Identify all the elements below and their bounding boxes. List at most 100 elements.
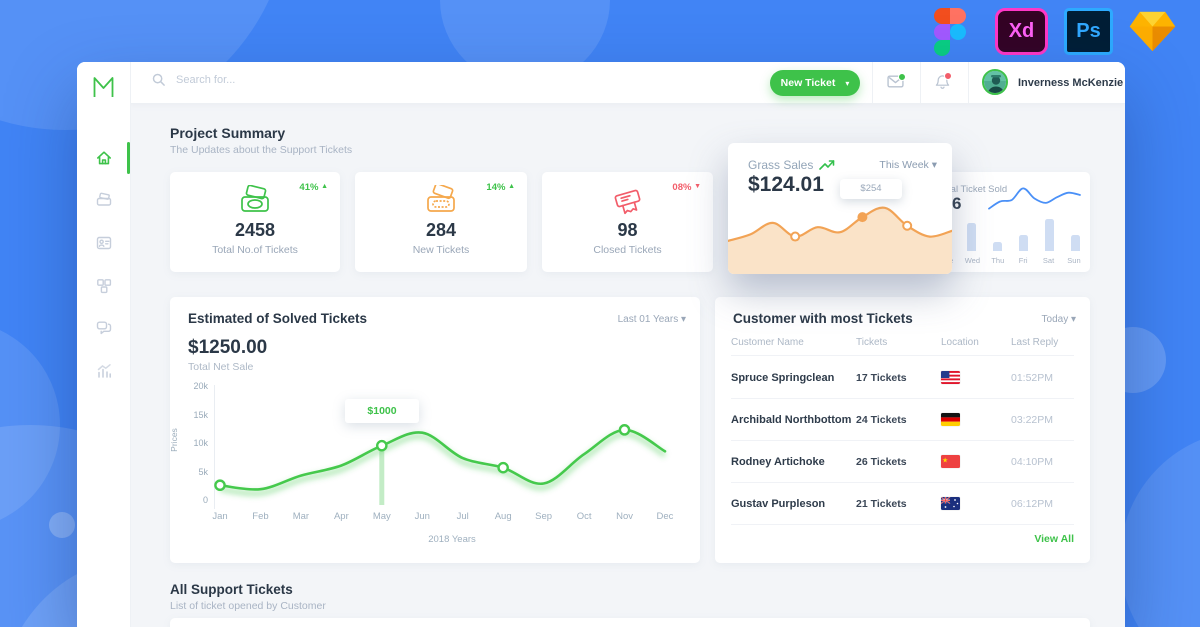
ticket-printer-icon: [542, 185, 713, 219]
view-all-link[interactable]: View All: [1034, 533, 1074, 545]
avatar-image: [984, 71, 1006, 93]
app-logo: [93, 77, 114, 97]
delta-badge: 14% ▲: [486, 182, 515, 193]
tickets-icon: [355, 182, 527, 219]
search-icon: [152, 73, 165, 86]
grass-sales-area-chart: [728, 206, 952, 274]
search-input[interactable]: [174, 73, 378, 87]
delta-value: 14%: [486, 182, 506, 193]
customer-name: Spruce Springclean: [731, 371, 835, 384]
column-header: Tickets: [856, 337, 888, 348]
topbar-divider: [920, 62, 921, 103]
table-header: Customer Name Tickets Location Last Repl…: [731, 337, 1074, 348]
x-tick: Sep: [535, 511, 553, 522]
last-reply-time: 01:52PM: [1011, 371, 1054, 384]
chart-tooltip: $254: [840, 179, 902, 199]
bg-circle: [49, 512, 75, 538]
y-tick: 15k: [193, 409, 208, 420]
chevron-down-icon: ▾: [845, 78, 850, 88]
x-tick: Jun: [414, 511, 430, 522]
last-reply-time: 06:12PM: [1011, 497, 1054, 510]
ticket-sold-value: 6: [952, 194, 962, 213]
ticket-sold-day-labels: TueWedThuFriSatSun: [939, 256, 1082, 265]
day-label: Sat: [1042, 256, 1055, 265]
y-tick: 5k: [198, 466, 208, 477]
grass-sales-card: Grass Sales This Week ▾ $124.01 $254: [728, 143, 952, 274]
day-label: Sun: [1067, 256, 1081, 265]
sidebar-item-messages[interactable]: [96, 320, 112, 336]
stat-label: Closed Tickets: [593, 244, 662, 256]
x-tick: Jul: [456, 511, 469, 522]
ticket-icon: [96, 192, 112, 206]
new-ticket-button[interactable]: New Ticket ▾: [770, 70, 860, 96]
mail-button[interactable]: [887, 73, 906, 92]
last-year-dropdown[interactable]: Last 01 Years ▾: [617, 314, 686, 325]
day-label: Wed: [964, 256, 981, 265]
table-row[interactable]: Rodney Artichoke 26 Tickets 04:10PM: [731, 441, 1074, 483]
sidebar-item-modules[interactable]: [96, 278, 112, 294]
divider: [731, 355, 1074, 356]
modules-grid-icon: [97, 279, 112, 294]
sidebar-item-tickets[interactable]: [96, 192, 112, 208]
table-row[interactable]: Gustav Purpleson 21 Tickets 06:12PM: [731, 483, 1074, 525]
sidebar-item-reports[interactable]: [96, 363, 112, 379]
x-axis-ticks: Jan Feb Mar Apr May Jun Jul Aug Sep Oct Nov Dec: [200, 511, 685, 522]
section-subtitle: List of ticket opened by Customer: [170, 600, 326, 612]
bg-circle: [1120, 430, 1200, 627]
this-week-dropdown[interactable]: This Week ▾: [879, 159, 937, 171]
design-tool-logos: Xd Ps: [0, 0, 1200, 70]
total-net-sale-caption: Total Net Sale: [188, 361, 254, 373]
sidebar-item-customers[interactable]: [96, 235, 112, 251]
xd-label: Xd: [1008, 20, 1035, 42]
customer-tickets: 21 Tickets: [856, 497, 907, 510]
y-tick: 20k: [193, 381, 208, 391]
user-name[interactable]: Inverness McKenzie: [1018, 77, 1124, 89]
arrow-up-icon: ▲: [321, 183, 328, 190]
sketch-logo-icon: [1129, 11, 1176, 52]
y-axis-line: [214, 385, 215, 509]
chart-tooltip: $1000: [345, 399, 419, 423]
delta-value: 08%: [672, 182, 692, 193]
all-support-tickets-header: All Support Tickets List of ticket opene…: [170, 582, 326, 612]
section-title: All Support Tickets: [170, 582, 293, 597]
stat-card-total-tickets: 41% ▲ 2458 Total No.of Tickets: [170, 172, 340, 272]
ticket-sold-bars: [941, 217, 1080, 251]
arrow-down-icon: ▼: [694, 183, 701, 190]
solved-tickets-line-chart: [214, 424, 667, 505]
topbar-divider: [872, 62, 873, 103]
user-avatar[interactable]: [982, 69, 1008, 95]
table-row[interactable]: Spruce Springclean 17 Tickets 01:52PM: [731, 357, 1074, 399]
x-axis-label: 2018 Years: [428, 534, 476, 545]
flag-germany-icon: [941, 413, 1011, 426]
flag-australia-icon: [941, 497, 1011, 510]
search: [152, 73, 378, 87]
photoshop-logo-icon: Ps: [1064, 8, 1113, 55]
x-tick: Oct: [576, 511, 592, 522]
notifications-button[interactable]: [935, 72, 952, 91]
topbar: New Ticket ▾ Inverness McKen: [130, 62, 1125, 104]
y-tick: 0: [202, 495, 208, 505]
x-tick: Dec: [656, 511, 674, 522]
today-dropdown[interactable]: Today ▾: [1041, 314, 1076, 325]
stat-value: 284: [425, 220, 457, 240]
x-tick: Aug: [494, 511, 512, 522]
support-tickets-table-panel: [170, 618, 1090, 627]
page-subtitle: The Updates about the Support Tickets: [170, 144, 353, 156]
table-row[interactable]: Archibald Northbottom 24 Tickets 03:22PM: [731, 399, 1074, 441]
adobe-xd-logo-icon: Xd: [995, 8, 1048, 55]
bell-notification-dot: [944, 72, 952, 80]
tickets-icon: [170, 184, 340, 219]
arrow-up-icon: ▲: [508, 183, 515, 190]
grass-sales-title: Grass Sales: [748, 158, 835, 172]
stat-card-closed-tickets: 08% ▼ 98 Closed Tickets: [542, 172, 713, 272]
sidebar-item-home[interactable]: [96, 150, 112, 166]
customer-name: Archibald Northbottom: [731, 413, 852, 426]
last-reply-time: 03:22PM: [1011, 413, 1054, 426]
customer-tickets: 17 Tickets: [856, 371, 907, 384]
day-label: Fri: [1018, 256, 1028, 265]
day-label: Thu: [991, 256, 1005, 265]
flag-china-icon: [941, 455, 1011, 468]
mail-notification-dot: [898, 73, 906, 81]
sidebar-active-indicator: [127, 142, 130, 174]
